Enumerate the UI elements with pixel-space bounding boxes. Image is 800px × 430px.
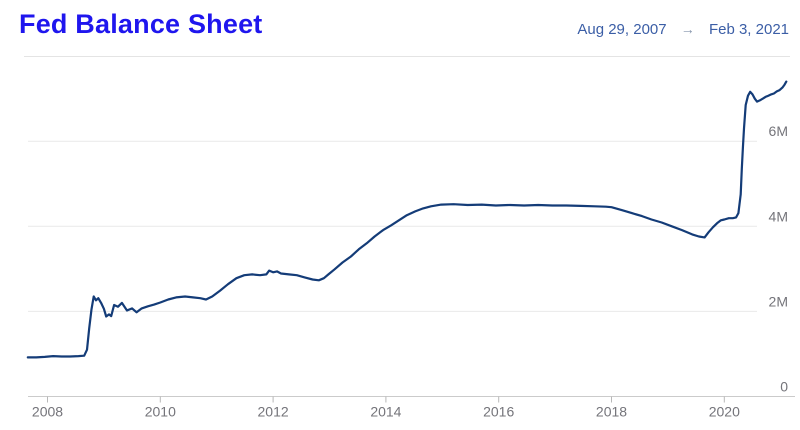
x-tick-label: 2008: [32, 404, 63, 420]
x-tick-label: 2020: [709, 404, 740, 420]
arrow-right-icon: →: [680, 21, 695, 37]
page-title: Fed Balance Sheet: [19, 9, 263, 39]
x-tick-label: 2016: [483, 404, 514, 420]
y-tick-label: 4M: [769, 208, 788, 224]
header-divider: [24, 56, 790, 57]
x-tick-label: 2014: [370, 404, 401, 420]
date-range-end: Feb 3, 2021: [708, 21, 789, 38]
x-tick-label: 2010: [145, 404, 176, 420]
y-tick-label: 0: [780, 379, 788, 395]
date-range: Aug 29, 2007 → Feb 3, 2021: [577, 21, 789, 38]
balance-line: [26, 80, 788, 359]
x-tick-label: 2012: [258, 404, 289, 420]
y-tick-label: 2M: [769, 293, 788, 309]
x-tick-label: 2018: [596, 404, 627, 420]
date-range-start: Aug 29, 2007: [577, 21, 667, 38]
y-tick-label: 6M: [769, 123, 788, 139]
